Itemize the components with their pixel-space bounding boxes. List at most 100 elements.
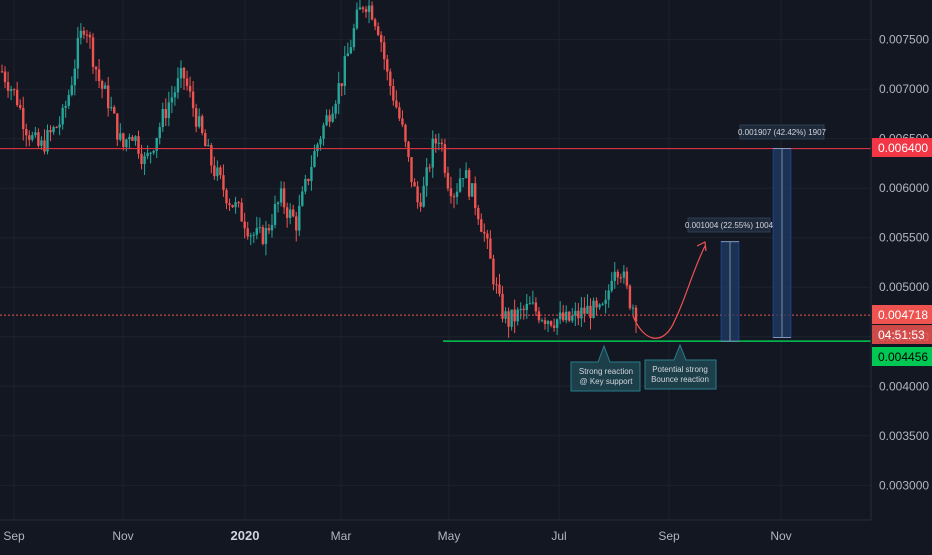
candle-body: [249, 235, 252, 237]
callout-strong-reaction[interactable]: Strong reaction @ Key support: [570, 344, 641, 392]
candle-body: [176, 78, 180, 93]
measure-label-small[interactable]: 0.001004 (22.55%) 1004: [685, 217, 774, 233]
candle-body: [134, 136, 137, 141]
candle-body: [437, 142, 441, 144]
candle-body: [170, 97, 174, 103]
candle-body: [131, 137, 134, 141]
time-tick-label: Mar: [331, 529, 352, 543]
candle-body: [613, 271, 616, 281]
candle-body: [628, 285, 632, 309]
price-tick-label: 0.003500: [879, 429, 929, 443]
candle-body: [619, 277, 623, 279]
candle-body: [470, 183, 474, 197]
candle-body: [252, 234, 255, 236]
callout-bubble: [644, 343, 717, 390]
candle-body: [301, 191, 304, 206]
candle-body: [410, 157, 413, 183]
candle-body: [149, 152, 152, 154]
candle-body: [340, 83, 343, 87]
candle-body: [480, 219, 483, 232]
candle-body: [161, 108, 164, 128]
candle-body: [110, 107, 113, 109]
candle-body: [82, 30, 86, 35]
candle-body: [534, 302, 538, 312]
candle-body: [216, 167, 219, 177]
tag-countdown-bg: [872, 325, 932, 344]
candle-body: [15, 89, 19, 106]
candle-body: [355, 9, 359, 29]
candle-body: [76, 37, 80, 69]
measure-label-small-text: 0.001004 (22.55%) 1004: [685, 221, 774, 230]
time-tick-label: Nov: [112, 529, 133, 543]
callout-bounce-line2: Bounce reaction: [651, 375, 709, 384]
candle-body: [574, 310, 577, 316]
candle-body: [219, 167, 222, 176]
candle-body: [455, 191, 459, 197]
candle-body: [52, 127, 55, 133]
candle-body: [188, 85, 192, 92]
candle-body: [264, 228, 268, 244]
candle-body: [204, 132, 207, 147]
candle-body: [419, 202, 422, 207]
candle-body: [404, 124, 407, 142]
measure-label-large[interactable]: 0.001907 (42.42%) 1907: [738, 124, 827, 140]
candle-body: [383, 42, 386, 60]
candle-body: [525, 303, 528, 311]
candle-body: [246, 228, 249, 237]
candle-body: [331, 113, 334, 122]
candle-body: [425, 167, 428, 186]
candle-body: [446, 172, 450, 189]
candle-body: [543, 320, 547, 324]
candle-body: [498, 284, 501, 294]
price-tick-label: 0.007500: [879, 33, 929, 47]
candle-body: [125, 139, 128, 148]
candle-body: [364, 8, 368, 12]
candle-body: [622, 271, 626, 278]
candle-body: [583, 307, 586, 314]
candle-body: [616, 271, 619, 278]
candle-body: [398, 107, 401, 119]
candle-body: [12, 89, 16, 91]
candle-body: [146, 152, 149, 157]
candle-body: [386, 59, 389, 72]
candle-body: [67, 94, 70, 106]
candle-body: [106, 85, 110, 109]
candle-body: [595, 300, 598, 308]
candle-body: [276, 202, 280, 205]
time-tick-label: Jul: [551, 529, 566, 543]
candle-body: [179, 67, 183, 79]
candle-body: [610, 280, 613, 291]
candle-body: [88, 34, 92, 38]
candle-body: [9, 89, 13, 91]
candle-body: [46, 130, 49, 152]
candle-body: [477, 207, 480, 220]
candle-body: [316, 144, 319, 152]
candle-body: [492, 258, 495, 285]
candle-body: [601, 303, 604, 305]
candle-body: [143, 156, 146, 164]
callout-bounce-reaction[interactable]: Potential strong Bounce reaction: [644, 343, 717, 390]
candle-body: [225, 190, 228, 204]
candle-body: [167, 102, 171, 119]
projections: [720, 148, 792, 342]
candle-body: [116, 113, 119, 140]
candle-body: [631, 307, 635, 309]
time-axis[interactable]: Sep Nov 2020 Mar May Jul Sep Nov: [3, 528, 791, 543]
candle-body: [474, 183, 477, 208]
candle-body: [243, 221, 246, 229]
candle-body: [310, 166, 313, 182]
price-tick-label: 0.007000: [879, 82, 929, 96]
candle-body: [304, 178, 307, 192]
tag-current-bg: [872, 305, 932, 324]
candle-body: [467, 170, 471, 197]
candle-body: [555, 319, 559, 328]
candle-body: [434, 138, 437, 144]
candle-body: [140, 153, 143, 164]
candle-body: [210, 145, 213, 166]
projection-curve[interactable]: [632, 245, 706, 339]
time-tick-label: Sep: [658, 529, 680, 543]
candle-body: [91, 37, 95, 67]
candle-body: [334, 103, 337, 114]
